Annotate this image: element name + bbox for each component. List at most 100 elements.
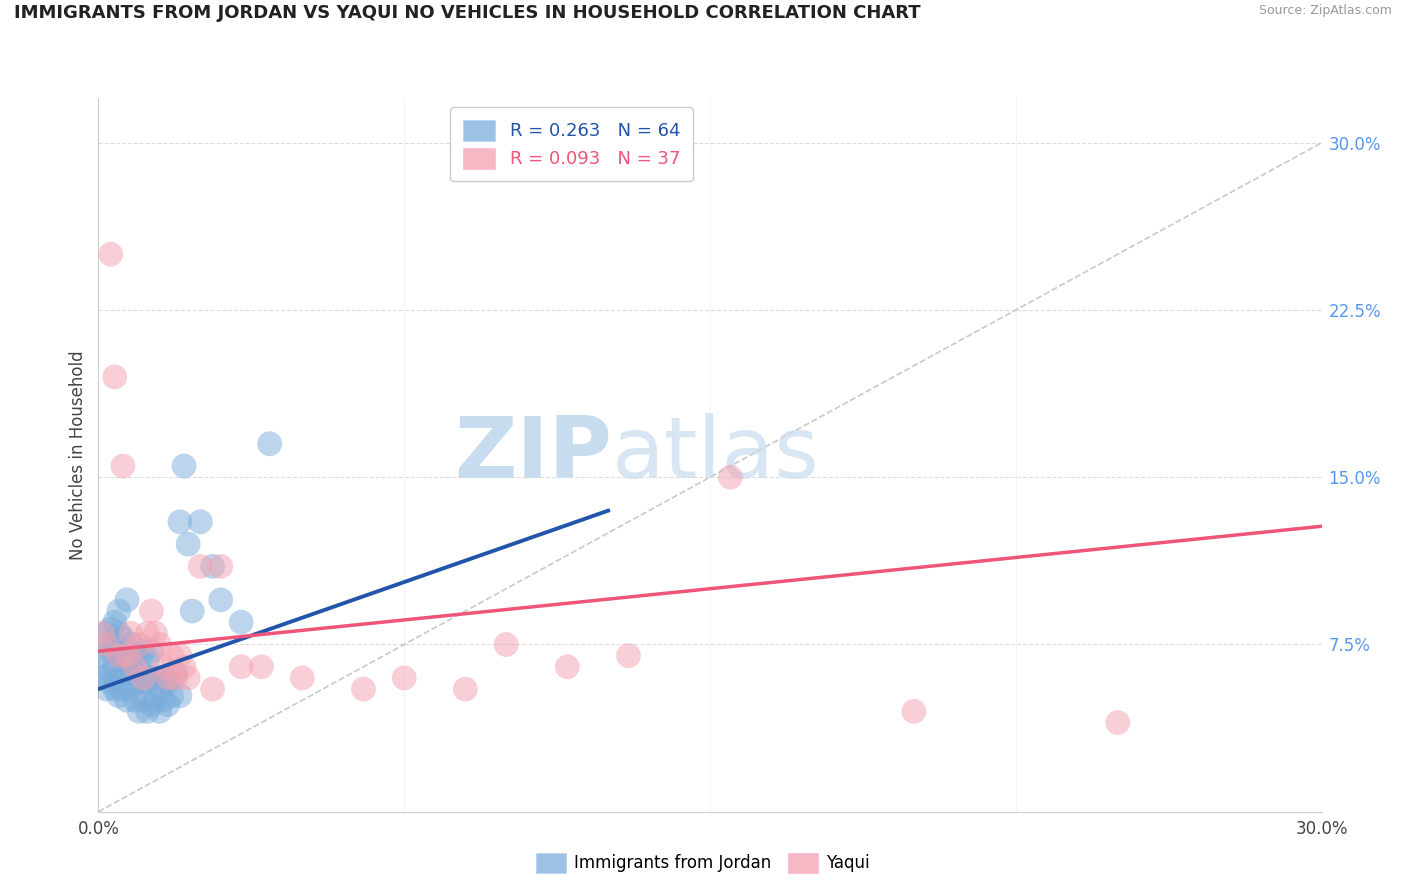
Point <box>617 648 640 663</box>
Point <box>1107 715 1129 730</box>
Text: atlas: atlas <box>612 413 820 497</box>
Point <box>104 615 127 630</box>
Point <box>149 705 172 719</box>
Point <box>188 559 212 574</box>
Point <box>91 626 114 640</box>
Point <box>145 626 167 640</box>
Point <box>132 671 155 685</box>
Point <box>156 671 179 685</box>
Point <box>169 648 191 663</box>
Point <box>145 671 167 685</box>
Point <box>91 648 114 663</box>
Point <box>156 698 179 712</box>
Point <box>100 675 122 690</box>
Point <box>136 626 159 640</box>
Point <box>108 648 131 663</box>
Point <box>120 626 142 640</box>
Point <box>128 637 150 651</box>
Point <box>120 660 142 674</box>
Point <box>152 693 174 707</box>
Point <box>128 653 150 667</box>
Point <box>104 681 127 696</box>
Point <box>165 666 187 681</box>
Point <box>120 681 142 696</box>
Point <box>557 660 579 674</box>
Point <box>177 537 200 551</box>
Point <box>132 693 155 707</box>
Point <box>903 705 925 719</box>
Point <box>160 648 183 663</box>
Point <box>104 637 127 651</box>
Point <box>173 660 195 674</box>
Point <box>169 515 191 529</box>
Point <box>115 693 138 707</box>
Point <box>115 644 138 658</box>
Text: ZIP: ZIP <box>454 413 612 497</box>
Point <box>201 681 224 696</box>
Point <box>136 705 159 719</box>
Point <box>108 626 131 640</box>
Point <box>108 648 131 663</box>
Point <box>352 681 374 696</box>
Point <box>132 666 155 681</box>
Point <box>100 622 122 636</box>
Point <box>141 644 163 658</box>
Point <box>96 681 118 696</box>
Point <box>128 705 150 719</box>
Point <box>96 637 118 651</box>
Point <box>115 592 138 607</box>
Point <box>104 369 127 384</box>
Point <box>156 675 179 690</box>
Point <box>128 675 150 690</box>
Point <box>132 644 155 658</box>
Point <box>160 689 183 703</box>
Point <box>173 459 195 474</box>
Legend: R = 0.263   N = 64, R = 0.093   N = 37: R = 0.263 N = 64, R = 0.093 N = 37 <box>450 107 693 181</box>
Point <box>108 689 131 703</box>
Point <box>720 470 742 484</box>
Point <box>152 671 174 685</box>
Point <box>169 689 191 703</box>
Point <box>181 604 204 618</box>
Point <box>141 671 163 685</box>
Y-axis label: No Vehicles in Household: No Vehicles in Household <box>69 350 87 560</box>
Legend: Immigrants from Jordan, Yaqui: Immigrants from Jordan, Yaqui <box>529 847 877 880</box>
Point <box>120 637 142 651</box>
Point <box>149 681 172 696</box>
Point <box>100 666 122 681</box>
Point <box>124 660 146 674</box>
Point <box>165 671 187 685</box>
Point <box>209 592 232 607</box>
Point <box>177 671 200 685</box>
Point <box>115 666 138 681</box>
Point <box>250 660 273 674</box>
Point <box>145 693 167 707</box>
Point <box>209 559 232 574</box>
Point <box>136 675 159 690</box>
Point <box>259 436 281 450</box>
Point <box>96 626 118 640</box>
Point <box>201 559 224 574</box>
Point <box>100 247 122 261</box>
Point <box>111 653 134 667</box>
Point <box>291 671 314 685</box>
Point <box>111 459 134 474</box>
Point <box>100 644 122 658</box>
Point <box>141 604 163 618</box>
Point <box>124 671 146 685</box>
Point <box>495 637 517 651</box>
Point <box>96 637 118 651</box>
Point <box>96 660 118 674</box>
Text: IMMIGRANTS FROM JORDAN VS YAQUI NO VEHICLES IN HOUSEHOLD CORRELATION CHART: IMMIGRANTS FROM JORDAN VS YAQUI NO VEHIC… <box>14 4 921 22</box>
Point <box>136 653 159 667</box>
Text: Source: ZipAtlas.com: Source: ZipAtlas.com <box>1258 4 1392 18</box>
Point <box>124 648 146 663</box>
Point <box>115 648 138 663</box>
Point <box>111 631 134 645</box>
Point <box>108 671 131 685</box>
Point <box>392 671 416 685</box>
Point <box>231 660 253 674</box>
Point <box>152 660 174 674</box>
Point <box>104 660 127 674</box>
Point <box>231 615 253 630</box>
